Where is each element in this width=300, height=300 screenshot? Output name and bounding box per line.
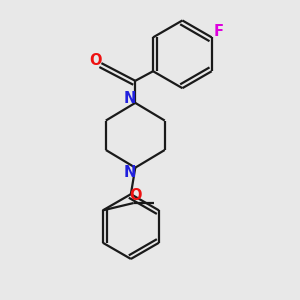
Text: N: N xyxy=(123,165,136,180)
Text: O: O xyxy=(89,53,102,68)
Text: O: O xyxy=(129,188,142,203)
Text: N: N xyxy=(123,91,136,106)
Text: F: F xyxy=(214,24,224,39)
